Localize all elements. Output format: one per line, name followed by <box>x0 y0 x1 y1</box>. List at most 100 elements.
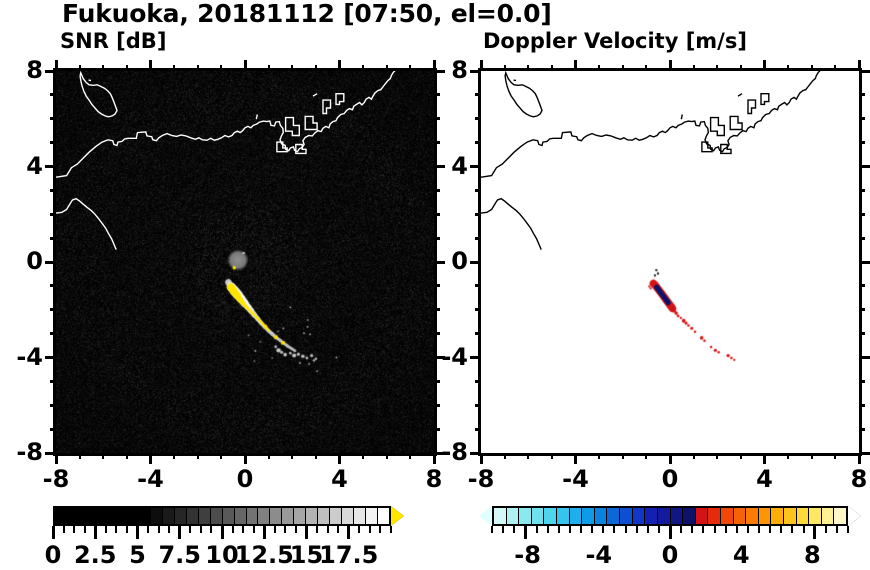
snr-xtick-top-major <box>243 60 247 71</box>
doppler-xtick-top-minor <box>692 65 695 71</box>
snr-ytick-right-minor <box>434 379 440 383</box>
snr-colorbar[interactable] <box>51 506 437 539</box>
snr-colorbar-label: 15 <box>289 541 324 569</box>
doppler-colorbar-label: 4 <box>732 541 750 569</box>
snr-colorbar-tick <box>273 526 276 533</box>
snr-xtick-top-minor <box>220 65 223 71</box>
doppler-colorbar-tick <box>735 526 738 533</box>
snr-ytick-major <box>45 451 56 455</box>
doppler-colorbar-tick <box>613 526 616 533</box>
doppler-colorbar-tick <box>835 526 838 533</box>
doppler-xtick-top-minor <box>810 65 813 71</box>
snr-colorbar-tick <box>358 526 361 533</box>
snr-ytick-right-major <box>434 165 445 168</box>
doppler-ytick-minor <box>475 427 481 431</box>
doppler-ytick-right-minor <box>859 236 865 240</box>
snr-colorbar-ticks <box>51 526 437 540</box>
snr-ytick-minor <box>50 141 56 145</box>
snr-colorbar-tick <box>51 526 55 539</box>
snr-colorbar-max-arrow-outline <box>391 506 404 526</box>
snr-colorbar-label: 2.5 <box>73 541 117 569</box>
snr-ytick-right-minor <box>434 188 440 192</box>
snr-xtick-top-minor <box>291 65 294 71</box>
doppler-xtick-minor <box>834 453 837 459</box>
doppler-xtick-top-minor <box>527 65 530 71</box>
doppler-ytick-minor <box>475 117 481 121</box>
snr-xtick-top-minor <box>196 65 199 71</box>
doppler-colorbar-tick <box>535 526 538 533</box>
doppler-colorbar-label: 8 <box>804 541 821 569</box>
snr-colorbar-tick <box>199 526 202 533</box>
doppler-xtick-label: 8 <box>850 465 868 493</box>
doppler-colorbar-tick <box>546 526 549 533</box>
snr-ytick-right-major <box>434 69 445 73</box>
snr-ytick-label: 4 <box>26 151 43 180</box>
snr-ytick-right-minor <box>434 308 440 312</box>
snr-ytick-minor <box>50 403 56 407</box>
doppler-xtick-minor <box>598 453 601 459</box>
doppler-colorbar[interactable] <box>478 506 862 539</box>
doppler-xtick-label: 0 <box>661 465 679 493</box>
doppler-xtick-minor <box>550 453 553 459</box>
doppler-colorbar-tick <box>635 526 638 533</box>
snr-colorbar-tick <box>189 526 192 533</box>
snr-colorbar-tick <box>368 526 371 533</box>
snr-ytick-minor <box>50 212 56 216</box>
doppler-xtick-top-minor <box>621 65 624 71</box>
doppler-xtick-major <box>668 453 672 464</box>
doppler-colorbar-tick <box>602 526 605 533</box>
doppler-echo-plume <box>481 71 859 453</box>
snr-xtick-top-minor <box>267 65 270 71</box>
doppler-xtick-minor <box>810 453 813 459</box>
snr-xtick-top-minor <box>385 65 388 71</box>
snr-xtick-minor <box>125 453 128 459</box>
doppler-xtick-top-minor <box>645 65 648 71</box>
doppler-colorbar-tick <box>702 526 705 533</box>
doppler-colorbar-tick <box>691 526 694 533</box>
doppler-ytick-right-minor <box>859 188 865 192</box>
snr-xtick-top-minor <box>78 65 81 71</box>
snr-xtick-minor <box>385 453 388 459</box>
snr-plot-panel[interactable] <box>53 68 437 456</box>
doppler-xtick-minor <box>787 453 790 459</box>
snr-colorbar-tick <box>115 526 118 533</box>
doppler-xtick-top-minor <box>550 65 553 71</box>
doppler-xtick-minor <box>503 453 506 459</box>
doppler-ytick-minor <box>475 212 481 216</box>
doppler-colorbar-tick <box>646 526 649 533</box>
doppler-ytick-label: -8 <box>441 438 468 466</box>
snr-colorbar-tick <box>337 526 340 533</box>
doppler-ytick-minor <box>475 284 481 288</box>
snr-xtick-label: 4 <box>331 465 348 493</box>
doppler-ytick-right-minor <box>859 332 865 336</box>
snr-xtick-minor <box>409 453 412 459</box>
snr-colorbar-tick <box>178 526 182 539</box>
snr-colorbar-label: 7.5 <box>158 541 201 569</box>
doppler-colorbar-tick <box>780 526 783 533</box>
doppler-xtick-top-major <box>479 60 483 71</box>
doppler-ytick-label: -4 <box>441 342 468 371</box>
doppler-xtick-major <box>763 453 766 464</box>
snr-panel-title: SNR [dB] <box>60 29 167 53</box>
snr-ytick-right-minor <box>434 332 440 336</box>
snr-plot-canvas <box>56 71 434 453</box>
doppler-xtick-top-major <box>763 60 766 71</box>
doppler-xtick-top-minor <box>739 65 742 71</box>
snr-xtick-minor <box>362 453 365 459</box>
doppler-plot-panel[interactable] <box>478 68 862 456</box>
snr-ytick-right-minor <box>434 93 440 97</box>
snr-xtick-label: -4 <box>137 465 164 493</box>
doppler-xtick-top-minor <box>503 65 506 71</box>
doppler-ytick-right-minor <box>859 427 865 431</box>
doppler-colorbar-tick <box>769 526 772 533</box>
snr-ytick-major <box>45 356 56 359</box>
doppler-xtick-top-minor <box>834 65 837 71</box>
page-title: Fukuoka, 20181112 [07:50, el=0.0] <box>62 0 552 28</box>
doppler-ytick-right-minor <box>859 308 865 312</box>
doppler-xtick-major <box>857 453 861 464</box>
doppler-colorbar-tick <box>491 526 493 533</box>
snr-colorbar-label: 17.5 <box>319 541 379 569</box>
doppler-xtick-top-major <box>574 60 577 71</box>
snr-xtick-major <box>243 453 247 464</box>
snr-xtick-top-minor <box>125 65 128 71</box>
